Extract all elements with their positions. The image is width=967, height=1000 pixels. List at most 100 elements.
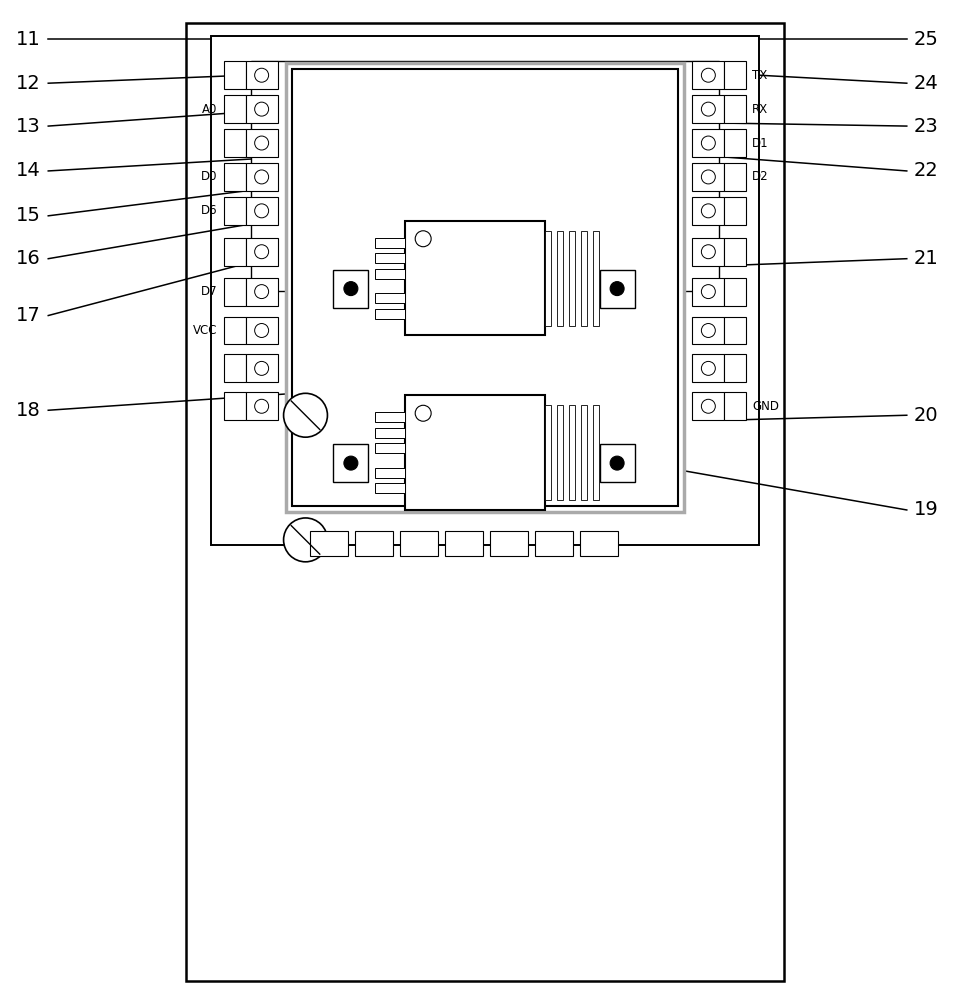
Circle shape <box>701 285 716 299</box>
Bar <box>600 270 634 308</box>
Bar <box>246 392 278 420</box>
Text: D7: D7 <box>201 285 218 298</box>
Circle shape <box>610 456 624 470</box>
Bar <box>405 221 544 335</box>
Text: TX: TX <box>752 69 768 82</box>
Bar <box>223 238 246 266</box>
Text: 5V  C2: 5V C2 <box>553 401 592 414</box>
Text: 24: 24 <box>914 74 939 93</box>
Circle shape <box>283 518 328 562</box>
Bar <box>557 405 563 500</box>
Circle shape <box>254 285 269 299</box>
Circle shape <box>701 68 716 82</box>
Bar <box>569 405 574 500</box>
Circle shape <box>254 361 269 375</box>
Bar <box>724 392 747 420</box>
Bar <box>211 36 759 545</box>
Circle shape <box>701 204 716 218</box>
Circle shape <box>254 68 269 82</box>
Bar <box>223 278 246 306</box>
Bar <box>223 129 246 157</box>
Bar <box>593 231 599 326</box>
Text: AMS1117-3.3V: AMS1117-3.3V <box>426 193 524 206</box>
Bar <box>692 238 724 266</box>
Text: 19: 19 <box>914 500 939 519</box>
Bar <box>724 95 747 123</box>
Bar <box>692 197 724 225</box>
Text: 3.3V C4: 3.3V C4 <box>553 226 599 239</box>
Circle shape <box>701 245 716 259</box>
Circle shape <box>254 170 269 184</box>
Text: 16: 16 <box>16 249 41 268</box>
Bar <box>544 231 551 326</box>
Text: 17: 17 <box>16 306 41 325</box>
Circle shape <box>415 405 431 421</box>
Text: RX: RX <box>752 103 769 116</box>
Circle shape <box>701 361 716 375</box>
Bar <box>223 163 246 191</box>
Bar <box>285 63 685 512</box>
Text: GND: GND <box>752 400 779 413</box>
Bar <box>535 531 572 556</box>
Bar <box>585 198 602 216</box>
Circle shape <box>701 170 716 184</box>
Circle shape <box>254 245 269 259</box>
Bar <box>223 197 246 225</box>
Bar <box>600 444 634 482</box>
Bar <box>581 405 587 500</box>
Bar <box>692 129 724 157</box>
Circle shape <box>701 324 716 337</box>
Circle shape <box>610 282 624 296</box>
Text: 15: 15 <box>16 206 42 225</box>
Bar <box>692 95 724 123</box>
Bar <box>223 61 246 89</box>
Bar <box>724 354 747 382</box>
Bar <box>692 278 724 306</box>
Text: C3: C3 <box>352 226 367 239</box>
Bar <box>724 278 747 306</box>
Bar <box>724 129 747 157</box>
Bar <box>246 163 278 191</box>
Circle shape <box>254 102 269 116</box>
Bar <box>692 317 724 344</box>
Text: A0: A0 <box>202 103 218 116</box>
Bar <box>223 95 246 123</box>
Bar <box>246 278 278 306</box>
Circle shape <box>254 324 269 337</box>
Bar <box>246 61 278 89</box>
Bar <box>223 392 246 420</box>
Circle shape <box>415 231 431 247</box>
Circle shape <box>344 456 358 470</box>
Circle shape <box>283 393 328 437</box>
Bar <box>692 163 724 191</box>
Bar <box>615 198 632 216</box>
Text: 13: 13 <box>16 117 41 136</box>
Bar <box>580 531 618 556</box>
Text: C1: C1 <box>352 401 367 414</box>
Bar <box>405 395 544 510</box>
Bar <box>593 405 599 500</box>
Bar <box>544 405 551 500</box>
Bar <box>375 443 405 453</box>
Circle shape <box>701 102 716 116</box>
Text: 23: 23 <box>914 117 939 136</box>
Bar <box>375 412 405 422</box>
Text: 20: 20 <box>914 406 939 425</box>
Text: D0: D0 <box>201 170 218 183</box>
Bar <box>692 354 724 382</box>
Text: 22: 22 <box>914 161 939 180</box>
Circle shape <box>254 399 269 413</box>
Bar <box>310 531 348 556</box>
Bar <box>334 444 368 482</box>
Circle shape <box>254 204 269 218</box>
Bar <box>692 392 724 420</box>
Bar <box>223 354 246 382</box>
Bar <box>292 69 679 506</box>
Text: 18: 18 <box>16 401 41 420</box>
Circle shape <box>344 282 358 296</box>
Bar <box>246 197 278 225</box>
Bar <box>246 317 278 344</box>
Bar <box>724 163 747 191</box>
Bar <box>375 428 405 438</box>
Text: VCC: VCC <box>343 482 367 495</box>
